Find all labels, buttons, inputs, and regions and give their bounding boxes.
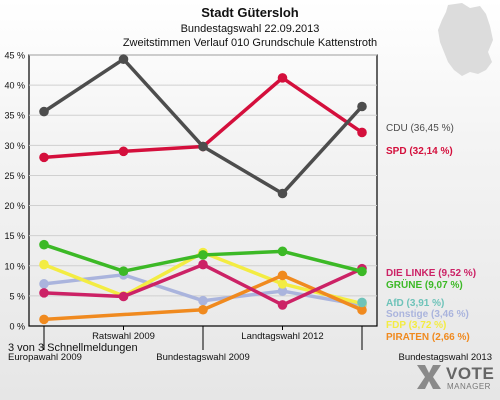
grid-lines <box>29 54 377 297</box>
data-point <box>357 127 367 138</box>
votemanager-logo: VOTE MANAGER <box>414 362 494 396</box>
logo-word-vote: VOTE <box>446 364 495 383</box>
data-point <box>39 152 49 163</box>
data-point <box>277 73 288 83</box>
x-tick-label: Bundestagswahl 2009 <box>156 352 250 363</box>
y-axis-labels: 0 % 5 % 10 % 15 % 20 % 25 % 30 % 35 % 40 % 45 % <box>4 51 25 332</box>
y-tick-label: 40 % <box>4 81 25 91</box>
series-line-piraten <box>42 273 364 322</box>
legend-label: CDU (36,45 %) <box>386 123 454 134</box>
logo-word-manager: MANAGER <box>447 382 491 391</box>
data-point <box>277 246 288 257</box>
legend-label: PIRATEN (2,66 %) <box>386 332 470 343</box>
data-point <box>118 291 129 302</box>
data-point <box>39 106 49 117</box>
x-tick-label: Landtagswahl 2012 <box>241 331 323 342</box>
data-point <box>277 300 288 310</box>
data-point <box>357 297 367 308</box>
y-tick-label: 30 % <box>4 141 25 151</box>
data-point <box>198 141 208 152</box>
y-tick-label: 0 % <box>9 322 25 332</box>
chart-subtitle-2: Zweitstimmen Verlauf 010 Grundschule Kat… <box>123 37 377 49</box>
data-point <box>357 266 367 277</box>
series-line-cdu <box>42 57 364 196</box>
data-point <box>198 259 208 270</box>
series-lines <box>39 54 367 325</box>
legend-label: FDP (3,72 %) <box>386 320 446 331</box>
y-tick-label: 45 % <box>4 51 25 61</box>
data-point <box>357 101 367 112</box>
data-point <box>118 146 129 157</box>
data-point <box>39 288 49 298</box>
logo-x-icon <box>417 365 441 389</box>
data-point <box>118 266 129 276</box>
data-point <box>198 250 208 260</box>
y-tick-label: 5 % <box>9 291 25 301</box>
footer-text: 3 von 3 Schnellmeldungen <box>8 342 138 354</box>
data-point <box>277 286 288 296</box>
data-point <box>198 295 208 306</box>
legend: Sonstige (3,46 %)FDP (3,72 %)PIRATEN (2,… <box>386 123 476 343</box>
data-point <box>39 314 49 325</box>
legend-label: GRÜNE (9,07 %) <box>386 278 463 291</box>
data-point <box>277 270 288 281</box>
data-point <box>277 188 288 199</box>
data-point <box>277 279 288 289</box>
x-tick-label: Europawahl 2009 <box>8 352 82 363</box>
legend-label: AfD (3,91 %) <box>386 298 444 309</box>
data-point <box>39 259 49 270</box>
chart-title: Stadt Gütersloh <box>201 5 299 20</box>
y-tick-label: 20 % <box>4 201 25 211</box>
data-point <box>357 305 367 315</box>
x-tick-label: Bundestagswahl 2013 <box>399 352 493 363</box>
legend-label: SPD (32,14 %) <box>386 146 453 157</box>
y-tick-label: 15 % <box>4 231 25 241</box>
data-point <box>39 279 49 289</box>
x-tick-label: Ratswahl 2009 <box>92 331 155 342</box>
germany-map-icon <box>438 3 493 76</box>
y-tick-label: 10 % <box>4 261 25 271</box>
legend-label: DIE LINKE (9,52 %) <box>386 268 476 279</box>
y-tick-label: 35 % <box>4 111 25 121</box>
y-tick-label: 25 % <box>4 171 25 181</box>
legend-label: Sonstige (3,46 %) <box>386 309 469 320</box>
data-point <box>39 239 49 250</box>
data-point <box>198 304 208 315</box>
chart-subtitle: Bundestagswahl 22.09.2013 <box>181 23 320 35</box>
data-point <box>118 54 129 65</box>
